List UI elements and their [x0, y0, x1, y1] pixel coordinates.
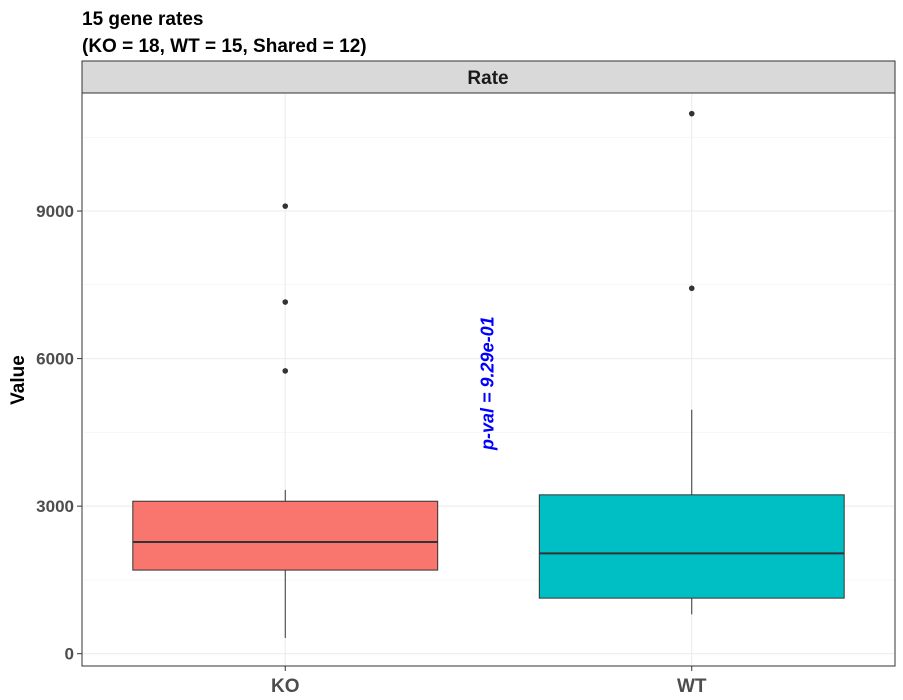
chart-title: 15 gene rates (KO = 18, WT = 15, Shared … — [82, 6, 367, 60]
outlier-point — [688, 285, 695, 292]
y-tick-label: 3000 — [36, 497, 74, 516]
outlier-point — [282, 299, 289, 305]
outlier-point — [282, 203, 289, 209]
outlier-point — [688, 110, 695, 117]
chart-title-line-1: 15 gene rates — [82, 9, 204, 30]
box-ko — [132, 203, 439, 638]
y-tick-label: 0 — [65, 645, 74, 664]
outlier-point — [282, 368, 289, 374]
box-iqr — [132, 500, 439, 571]
box-series — [132, 110, 845, 638]
x-tick-label: KO — [271, 676, 300, 697]
facet-strip — [81, 60, 896, 94]
axes: 0 3000 6000 9000 KO WT — [36, 202, 707, 697]
x-tick-label: WT — [677, 676, 707, 697]
y-axis-label: Value — [8, 355, 29, 405]
chart-title-line-2: (KO = 18, WT = 15, Shared = 12) — [82, 36, 367, 57]
p-value-annotation: p-val = 9.29e-01 — [478, 316, 498, 451]
y-tick-label: 6000 — [36, 350, 74, 369]
facet-strip-label: Rate — [467, 68, 508, 89]
box-iqr — [538, 494, 845, 599]
box-wt — [538, 110, 845, 615]
panel-border — [81, 92, 896, 667]
y-tick-label: 9000 — [36, 202, 74, 221]
